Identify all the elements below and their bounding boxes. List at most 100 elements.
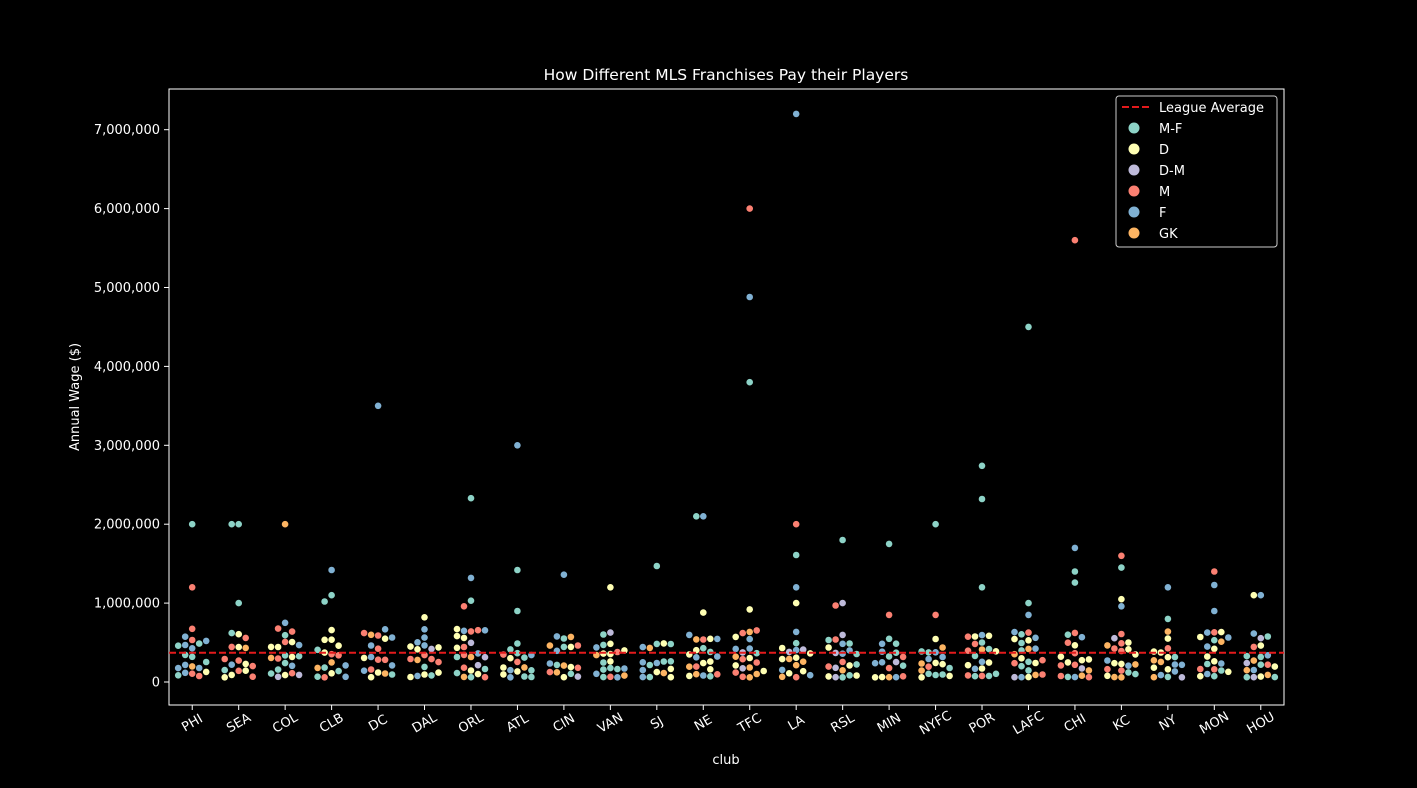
data-point <box>1264 661 1272 668</box>
data-point <box>367 666 375 673</box>
data-point <box>288 669 296 677</box>
data-point <box>435 658 442 666</box>
data-point <box>553 661 561 669</box>
data-point <box>792 673 800 681</box>
data-point <box>514 442 521 449</box>
y-tick-label: 0 <box>152 676 160 691</box>
data-point <box>428 645 435 653</box>
data-point <box>188 636 196 644</box>
data-point <box>832 602 839 609</box>
data-point <box>1071 629 1079 637</box>
data-point <box>1211 636 1218 644</box>
x-tick-label: HOU <box>1244 710 1277 738</box>
data-point <box>746 606 753 613</box>
data-point <box>700 672 707 679</box>
data-point <box>453 632 461 640</box>
data-point <box>1118 660 1125 668</box>
data-point <box>507 646 514 653</box>
data-point <box>985 645 993 653</box>
data-point <box>1164 666 1172 673</box>
data-point <box>235 667 242 675</box>
data-point <box>528 667 535 674</box>
data-point <box>1111 673 1118 681</box>
y-tick-label: 3,000,000 <box>94 439 160 454</box>
data-point <box>1171 661 1179 668</box>
data-point <box>174 664 182 672</box>
data-point <box>1064 631 1072 638</box>
data-point <box>460 627 468 635</box>
data-point <box>514 566 521 574</box>
data-point <box>1225 634 1232 641</box>
data-point <box>288 662 296 670</box>
data-point <box>885 635 893 643</box>
data-point <box>639 643 647 651</box>
data-point <box>1039 656 1046 664</box>
data-point <box>686 663 693 670</box>
data-point <box>778 666 786 674</box>
data-point <box>660 640 668 647</box>
data-point <box>607 640 614 648</box>
data-point <box>1164 584 1172 591</box>
data-point <box>792 551 800 559</box>
data-point <box>407 673 414 681</box>
data-point <box>925 663 932 670</box>
data-point <box>514 640 521 647</box>
data-point <box>846 672 853 679</box>
data-point <box>693 636 700 643</box>
y-axis-label: Annual Wage ($) <box>68 343 83 451</box>
data-point <box>1085 667 1093 674</box>
data-point <box>732 633 739 641</box>
data-point <box>474 670 482 678</box>
data-point <box>707 666 714 673</box>
legend-marker <box>1128 164 1140 176</box>
data-point <box>188 625 196 633</box>
data-point <box>235 599 242 607</box>
data-point <box>653 659 661 667</box>
data-point <box>978 658 986 666</box>
data-point <box>853 661 860 668</box>
data-point <box>978 584 986 591</box>
data-point <box>639 673 647 681</box>
data-point <box>328 670 335 677</box>
data-point <box>1071 642 1079 649</box>
data-point <box>195 672 203 680</box>
data-point <box>799 667 807 675</box>
data-point <box>925 649 932 656</box>
data-point <box>514 658 521 666</box>
data-point <box>181 669 189 677</box>
data-point <box>360 667 368 674</box>
data-point <box>600 666 607 673</box>
data-point <box>1204 670 1211 678</box>
x-tick-label: KC <box>1111 713 1133 734</box>
data-point <box>414 672 421 680</box>
data-point <box>374 669 382 676</box>
data-point <box>746 628 753 636</box>
data-point <box>367 653 375 661</box>
data-point <box>1211 645 1218 653</box>
data-point <box>188 645 196 652</box>
data-point <box>1150 657 1158 664</box>
data-point <box>460 643 468 651</box>
data-point <box>653 640 661 648</box>
data-point <box>739 673 746 681</box>
data-point <box>892 649 900 656</box>
data-point <box>1018 662 1025 670</box>
y-tick-label: 5,000,000 <box>94 281 160 296</box>
legend-marker <box>1128 143 1140 155</box>
data-point <box>1257 591 1265 599</box>
data-point <box>714 671 721 678</box>
data-point <box>1118 552 1125 560</box>
data-point <box>1164 615 1172 623</box>
data-point <box>853 650 860 658</box>
data-point <box>918 674 925 681</box>
data-point <box>546 668 554 676</box>
x-tick-label: PHI <box>179 712 205 736</box>
data-point <box>885 653 893 660</box>
data-point <box>714 653 721 660</box>
data-point <box>607 650 614 658</box>
data-point <box>560 635 568 642</box>
data-point <box>607 629 614 636</box>
data-point <box>1157 658 1165 666</box>
x-tick-label: CLB <box>317 711 346 737</box>
data-point <box>174 672 182 679</box>
